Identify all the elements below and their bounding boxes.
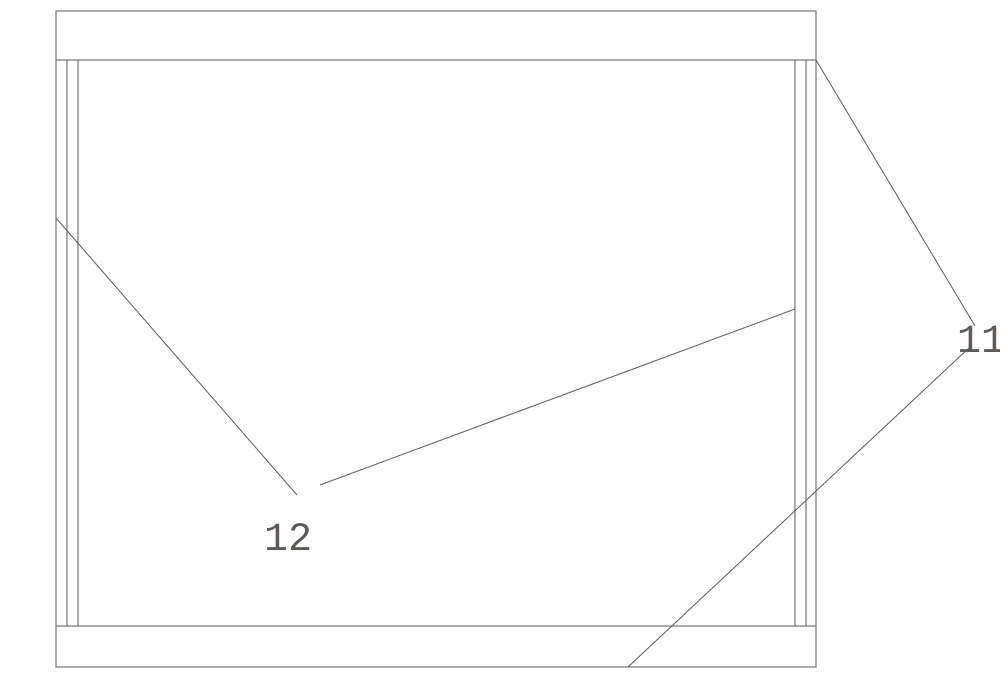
leader-11-top [816,60,975,326]
label-11: 11 [957,320,1000,365]
leader-12-left [56,218,297,495]
leader-12-right [320,309,795,485]
label-12: 12 [264,518,312,563]
diagram-canvas: 11 12 [0,0,1000,678]
outer-rect [56,11,816,667]
leader-11-bottom [628,347,970,667]
